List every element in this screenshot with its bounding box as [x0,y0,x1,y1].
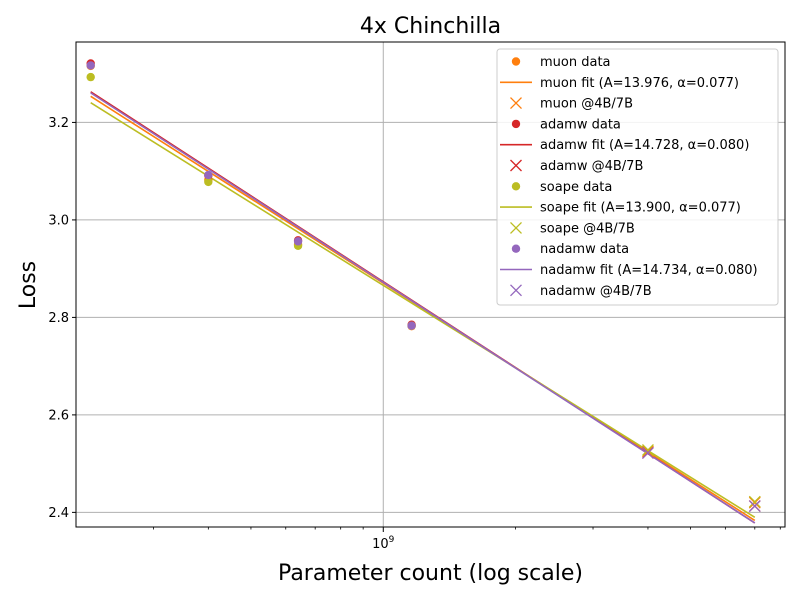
legend-label: nadamw data [540,242,629,257]
nadamw-fit-line [90,92,756,524]
nadamw-data-point [407,321,416,330]
axis-ticks: 2.4 2.6 2.8 3.0 3.2 109 [48,116,781,552]
soape-data-point [86,72,95,82]
legend-item-adamw-pred: adamw @4B/7B [510,159,643,174]
chart-title: 4x Chinchilla [360,14,501,39]
legend-item-adamw-data: adamw data [511,117,621,132]
legend-label: adamw fit (A=14.728, α=0.080) [540,138,749,153]
legend-item-nadamw-fit: nadamw fit (A=14.734, α=0.080) [500,263,758,278]
muon-prediction-marker [641,445,654,458]
nadamw-data-point [86,61,95,70]
legend-label: adamw data [540,117,621,132]
y-tick-label: 2.4 [48,506,69,521]
legend-item-muon-pred: muon @4B/7B [510,97,633,112]
legend-frame [496,48,779,306]
legend-label: muon fit (A=13.976, α=0.077) [540,76,739,91]
soape-prediction-marker [641,444,654,456]
nadamw-prediction-marker [641,446,654,459]
nadamw-data-point [204,170,213,180]
x-tick-label: 109 [372,535,395,552]
y-tick-label: 2.6 [48,408,69,423]
legend-marker-dot [511,182,521,191]
muon-prediction-marker [748,496,761,509]
legend: muon data muon fit (A=13.976, α=0.077) muo… [496,48,779,306]
soape-data-point [204,177,213,187]
legend-marker-dot [511,119,521,129]
legend-marker-x [510,159,522,172]
legend-label: nadamw @4B/7B [540,284,652,299]
y-tick-label: 3.2 [48,116,69,131]
legend-label: soape @4B/7B [540,221,635,236]
legend-label: soape fit (A=13.900, α=0.077) [540,201,741,216]
legend-label: muon @4B/7B [540,97,633,112]
soape-prediction-marker [748,495,761,508]
legend-item-muon-fit: muon fit (A=13.976, α=0.077) [500,76,739,91]
legend-label: adamw @4B/7B [540,159,643,174]
legend-marker-x [510,284,522,297]
legend-label: nadamw fit (A=14.734, α=0.080) [540,263,758,278]
legend-item-soape-fit: soape fit (A=13.900, α=0.077) [500,201,741,216]
legend-label: muon data [540,55,611,70]
y-tick-label: 3.0 [48,213,69,228]
legend-marker-dot [511,57,521,66]
x-axis-label: Parameter count (log scale) [278,561,583,586]
legend-item-soape-data: soape data [511,180,612,195]
y-axis-label: Loss [16,261,41,309]
legend-item-nadamw-data: nadamw data [511,242,629,257]
prediction-markers [641,444,761,512]
legend-item-nadamw-pred: nadamw @4B/7B [510,284,652,299]
nadamw-data-point [293,237,303,246]
data-points [86,59,416,331]
y-tick-label: 2.8 [48,311,69,326]
legend-marker-x [510,97,522,110]
legend-item-muon-data: muon data [511,55,611,70]
legend-label: soape data [540,180,612,195]
legend-marker-dot [511,244,521,253]
plot-frame [75,41,786,528]
legend-item-soape-pred: soape @4B/7B [510,221,635,236]
nadamw-prediction-marker [748,500,761,512]
legend-marker-x [510,221,522,234]
legend-item-adamw-fit: adamw fit (A=14.728, α=0.080) [500,138,749,153]
